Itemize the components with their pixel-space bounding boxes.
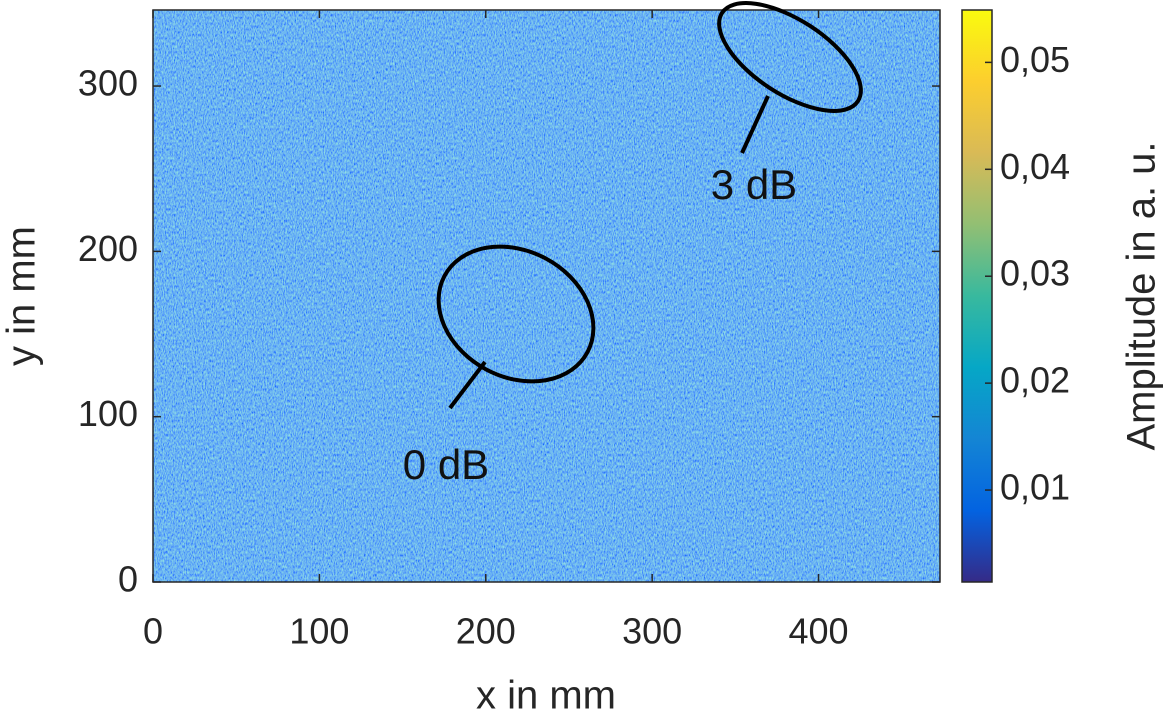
x-tick-label: 0	[143, 611, 163, 652]
colorbar-tick-label: 0,03	[1000, 253, 1070, 294]
axes-frame	[152, 9, 941, 583]
x-tick-label: 200	[456, 611, 516, 652]
x-tick-label: 300	[622, 611, 682, 652]
x-axis-label: x in mm	[476, 674, 616, 718]
x-tick-label: 100	[289, 611, 349, 652]
heatmap-image	[153, 10, 940, 582]
annotation: 3 dB	[711, 161, 797, 208]
colorbar-tick-label: 0,05	[1000, 39, 1070, 80]
y-axis-label: y in mm	[0, 226, 44, 366]
y-tick-label: 300	[78, 63, 138, 104]
annotation-pointer	[740, 95, 770, 154]
colorbar-tick-label: 0,01	[1000, 467, 1070, 508]
annotation: 0 dB	[403, 441, 489, 488]
annotation-ellipse	[717, 1, 863, 113]
colorbar	[961, 9, 993, 583]
colorbar-tick-label: 0,04	[1000, 146, 1070, 187]
y-tick-label: 100	[78, 393, 138, 434]
y-tick-label: 200	[78, 228, 138, 269]
x-tick-label: 400	[789, 611, 849, 652]
colorbar-label: Amplitude in a. u.	[1120, 141, 1164, 450]
colorbar-tick-label: 0,02	[1000, 360, 1070, 401]
annotation-ellipse	[436, 244, 596, 384]
annotation-pointer	[448, 360, 487, 410]
y-tick-label: 0	[118, 559, 138, 600]
